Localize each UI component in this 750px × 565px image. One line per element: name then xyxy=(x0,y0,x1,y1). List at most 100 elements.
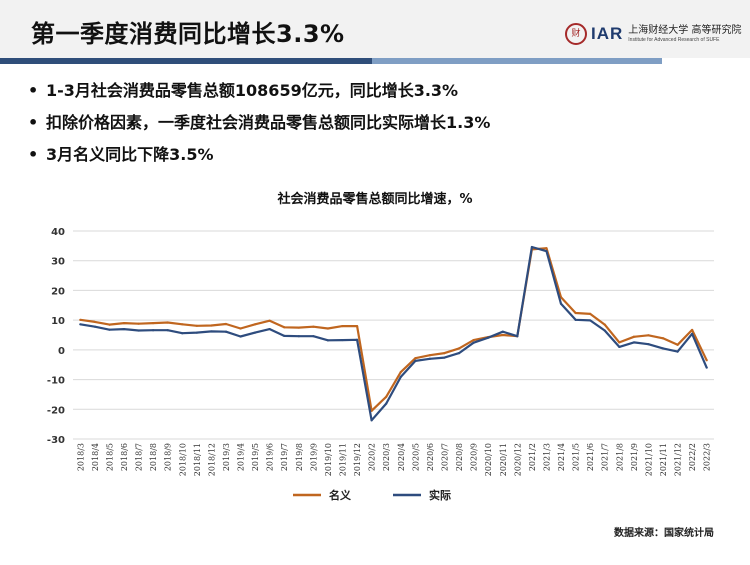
bullet-item: 3月名义同比下降3.5% xyxy=(26,144,490,176)
x-tick-label: 2020/6 xyxy=(426,443,435,471)
x-tick-label: 2020/2 xyxy=(368,443,377,471)
data-point xyxy=(152,322,155,325)
data-point xyxy=(691,332,694,335)
y-tick-label: 30 xyxy=(51,257,65,268)
x-tick-label: 2018/11 xyxy=(193,443,202,476)
x-tick-label: 2018/7 xyxy=(135,443,144,471)
x-tick-label: 2019/4 xyxy=(237,443,246,471)
data-point xyxy=(283,326,286,329)
data-point xyxy=(370,419,373,422)
data-point xyxy=(443,352,446,355)
data-point xyxy=(210,324,213,327)
data-point xyxy=(414,359,417,362)
data-point xyxy=(152,329,155,332)
data-point xyxy=(385,395,388,398)
data-point xyxy=(326,339,330,342)
x-tick-label: 2021/7 xyxy=(601,443,610,471)
y-tick-label: 40 xyxy=(51,227,65,238)
data-point xyxy=(283,334,286,337)
data-point xyxy=(137,322,140,325)
data-point xyxy=(691,328,694,332)
university-seal-icon: 财 xyxy=(565,23,587,45)
data-point xyxy=(122,327,126,331)
data-point xyxy=(297,326,300,329)
x-tick-label: 2018/3 xyxy=(76,443,85,471)
x-tick-label: 2021/3 xyxy=(542,443,551,471)
data-point xyxy=(632,341,635,344)
header-divider-dark xyxy=(0,58,372,64)
data-point xyxy=(355,338,359,341)
data-point xyxy=(108,323,111,326)
data-point xyxy=(195,331,198,334)
x-tick-label: 2021/5 xyxy=(572,443,581,471)
x-tick-label: 2018/5 xyxy=(105,443,114,471)
x-tick-label: 2022/3 xyxy=(703,443,712,471)
data-point xyxy=(268,319,271,322)
bullet-list: 1-3月社会消费品零售总额108659亿元，同比增长3.3% 扣除价格因素，一季… xyxy=(26,80,490,176)
data-point xyxy=(195,324,198,327)
data-point xyxy=(414,357,417,360)
data-point xyxy=(254,331,257,334)
data-point xyxy=(224,330,228,333)
x-tick-label: 2019/5 xyxy=(251,443,260,471)
data-point xyxy=(530,245,533,249)
y-tick-label: 0 xyxy=(58,346,65,357)
data-point xyxy=(224,322,228,326)
x-tick-label: 2019/11 xyxy=(339,443,348,476)
institute-logo: 财 IAR 上海财经大学 高等研究院 Institute for Advance… xyxy=(565,22,741,46)
data-point xyxy=(428,357,432,360)
bullet-item: 1-3月社会消费品零售总额108659亿元，同比增长3.3% xyxy=(26,80,490,112)
data-point xyxy=(297,335,300,338)
data-point xyxy=(79,323,82,326)
data-point xyxy=(574,318,577,321)
data-point xyxy=(122,322,126,325)
data-point xyxy=(443,356,446,359)
x-tick-label: 2021/10 xyxy=(644,443,653,476)
data-point xyxy=(705,366,708,369)
x-tick-label: 2020/4 xyxy=(397,443,406,471)
data-point xyxy=(326,327,330,330)
data-point xyxy=(341,338,344,342)
data-point xyxy=(589,319,592,322)
x-tick-label: 2021/11 xyxy=(659,443,668,476)
legend-label: 名义 xyxy=(329,488,352,502)
x-tick-label: 2020/7 xyxy=(440,443,449,471)
data-point xyxy=(589,312,592,316)
x-tick-label: 2019/8 xyxy=(295,443,304,471)
data-point xyxy=(574,311,577,315)
y-tick-label: 10 xyxy=(51,316,65,327)
x-tick-label: 2021/6 xyxy=(586,443,595,471)
series-line xyxy=(80,245,708,422)
data-point xyxy=(399,371,402,374)
data-point xyxy=(647,334,650,337)
data-point xyxy=(457,347,461,350)
data-point xyxy=(385,402,388,405)
x-tick-label: 2020/8 xyxy=(455,443,464,471)
data-point xyxy=(545,250,548,253)
chart-title: 社会消费品零售总额同比增速，% xyxy=(277,192,473,207)
x-tick-label: 2018/6 xyxy=(120,443,129,471)
y-tick-label: -30 xyxy=(47,435,65,446)
legend-label: 实际 xyxy=(429,488,451,502)
data-point xyxy=(472,338,475,342)
data-point xyxy=(254,323,257,326)
data-point xyxy=(501,333,504,337)
x-tick-label: 2020/10 xyxy=(484,443,493,476)
data-point xyxy=(181,332,184,335)
data-point xyxy=(341,324,344,328)
x-tick-label: 2020/5 xyxy=(411,443,420,471)
data-point xyxy=(516,335,519,338)
header-divider-light xyxy=(372,58,662,64)
x-tick-label: 2019/7 xyxy=(280,443,289,471)
data-point xyxy=(428,354,432,357)
data-point xyxy=(603,323,606,326)
x-tick-label: 2018/9 xyxy=(164,443,173,471)
x-tick-label: 2020/9 xyxy=(470,443,479,471)
x-tick-label: 2021/4 xyxy=(557,443,566,471)
data-point xyxy=(166,329,169,332)
data-point xyxy=(137,329,140,332)
x-tick-label: 2021/8 xyxy=(615,443,624,471)
x-tick-label: 2018/8 xyxy=(149,443,158,471)
